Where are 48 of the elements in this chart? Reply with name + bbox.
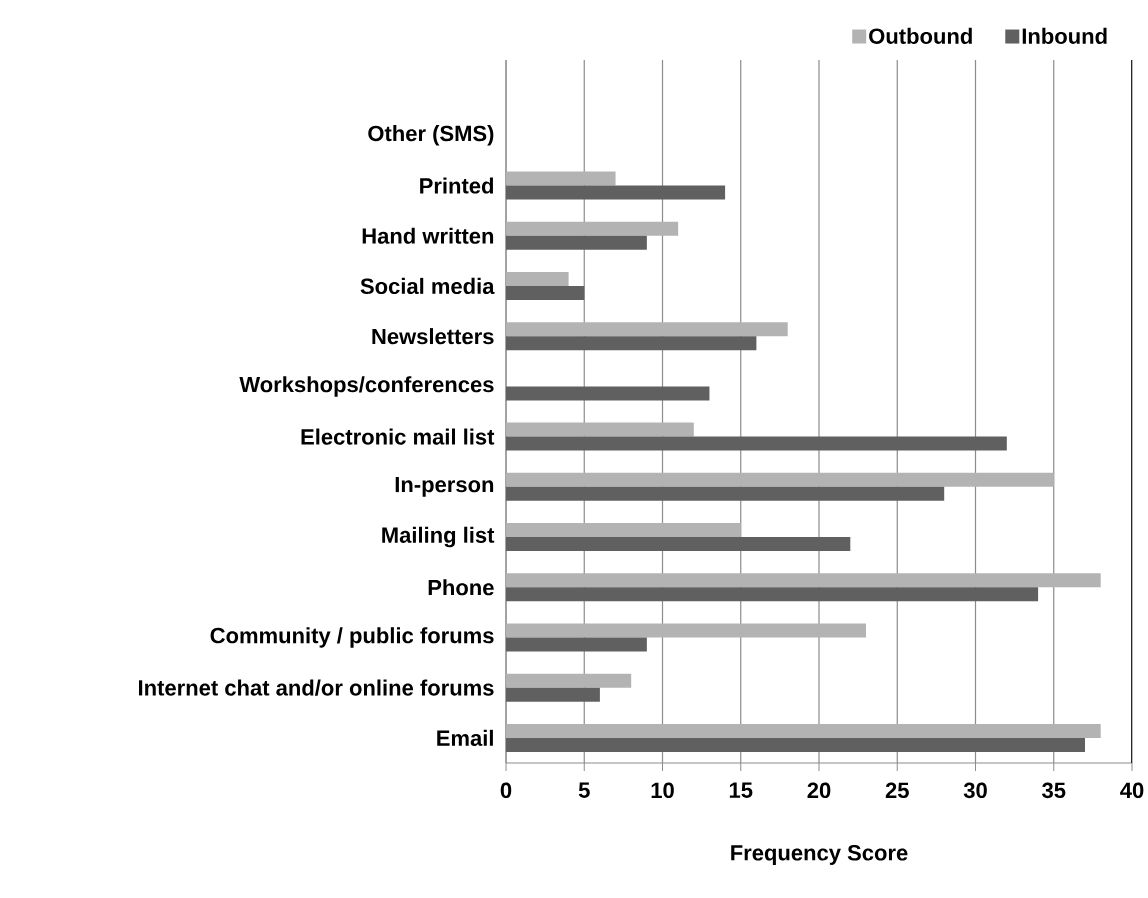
x-tick-label: 40 (1120, 782, 1144, 799)
y-tick-label: Electronic mail list (301, 428, 495, 445)
y-tick-label: Other (SMS) (368, 125, 494, 146)
y-tick-label: Workshops/conferences (239, 376, 494, 397)
bar (506, 687, 600, 702)
x-tick-label: 20 (807, 782, 831, 799)
legend-label: Inbound (1022, 27, 1107, 44)
bar (506, 285, 585, 300)
legend-label: Outbound (869, 27, 972, 44)
bar (506, 336, 757, 351)
x-tick-label: 30 (963, 782, 987, 799)
bar (506, 673, 632, 688)
x-axis-title: Frequency Score (731, 845, 908, 865)
bar (506, 587, 1039, 602)
y-tick-label: Email (437, 729, 493, 746)
y-tick-label: Internet chat and/or online forums (139, 679, 494, 696)
bar (506, 171, 616, 186)
bar (506, 185, 726, 200)
bar (506, 623, 866, 638)
bar (506, 523, 741, 538)
x-tick-label: 10 (651, 782, 674, 799)
bar (506, 271, 569, 286)
x-tick-label: 5 (578, 782, 590, 798)
bar (506, 537, 851, 552)
bar (506, 235, 647, 250)
x-tick-label: 25 (885, 782, 909, 799)
bar (506, 221, 679, 236)
y-tick-label: In-person (395, 476, 494, 497)
x-tick-label: 0 (500, 782, 512, 799)
bar (506, 322, 788, 337)
bar (506, 737, 1086, 752)
y-tick-label: Hand written (362, 227, 494, 244)
bar (506, 723, 1101, 738)
y-tick-label: Social media (360, 277, 495, 295)
x-tick-label: 15 (729, 782, 753, 798)
bar (506, 386, 710, 401)
x-tick-label: 35 (1042, 782, 1066, 799)
bar (506, 436, 1007, 451)
bar (506, 637, 647, 652)
bar (506, 486, 945, 501)
y-tick-label: Newsletters (372, 328, 494, 345)
y-tick-label: Phone (428, 579, 494, 596)
bar (506, 472, 1054, 487)
bar (506, 573, 1101, 588)
y-tick-label: Printed (420, 177, 494, 194)
y-tick-label: Mailing list (382, 526, 495, 548)
y-tick-label: Community / public forums (210, 627, 494, 648)
bar (506, 422, 694, 437)
